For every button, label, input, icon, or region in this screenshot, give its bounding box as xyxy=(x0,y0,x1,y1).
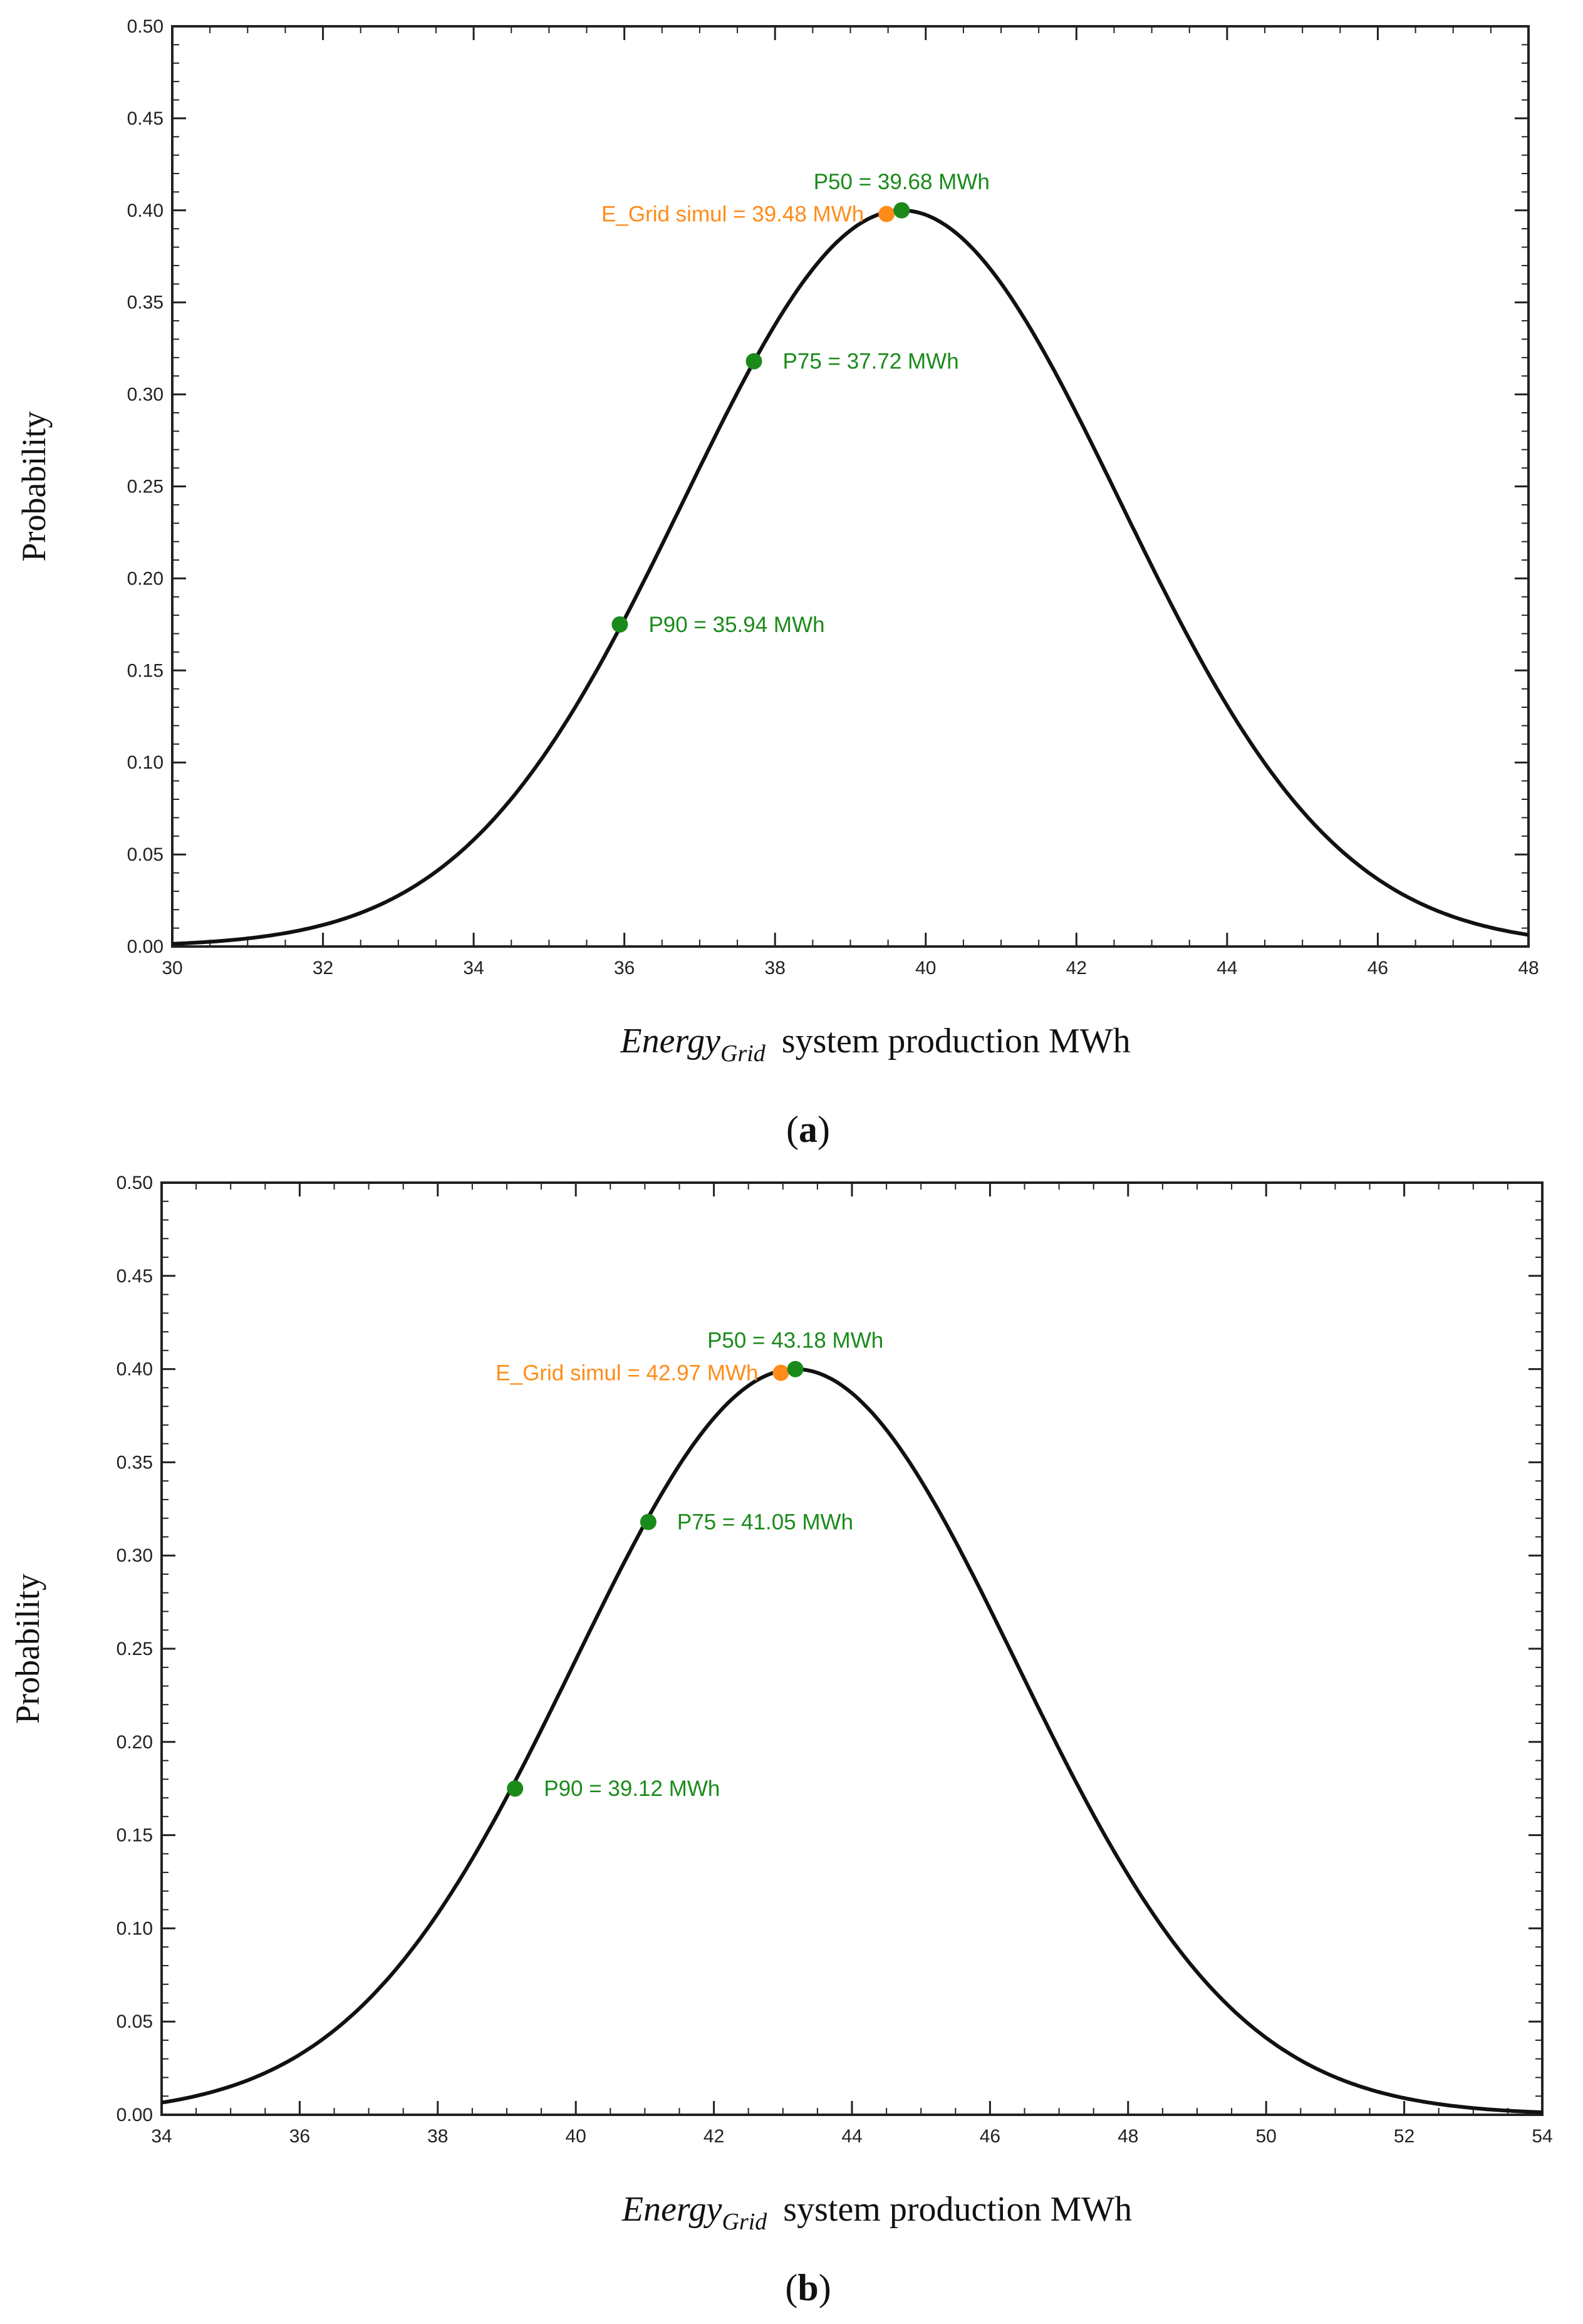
panel-a: 0.00 0.05 0.10 0.15 0.20 0.25 0.30 0.35 0.40 0.45… xyxy=(15,16,1539,1150)
x-tick-label: 32 xyxy=(313,958,333,978)
y-axis-title: Probability xyxy=(15,412,53,562)
x-axis-title-rest: system production MWh xyxy=(783,2190,1132,2229)
x-axis-title-rest: system production MWh xyxy=(782,1022,1131,1061)
y-tick-label: 0.15 xyxy=(127,660,163,681)
x-tick-label: 44 xyxy=(1217,958,1237,978)
x-tick-label: 36 xyxy=(614,958,635,978)
distribution-curve xyxy=(161,1367,1543,2115)
y-tick-label: 0.40 xyxy=(117,1359,153,1380)
y-tick-label: 0.10 xyxy=(127,752,163,773)
y-tick-label: 0.20 xyxy=(117,1732,153,1753)
p90-label: P90 = 35.94 MWh xyxy=(648,613,824,637)
x-axis-title-energy: Energy xyxy=(620,1022,720,1061)
panel-b: 0.00 0.05 0.10 0.15 0.20 0.25 0.30 0.35 0.40 0.45… xyxy=(9,1173,1553,2308)
x-tick-label: 50 xyxy=(1256,2126,1277,2147)
x-tick-label: 42 xyxy=(1066,958,1087,978)
p90-point xyxy=(507,1780,524,1797)
y-tick-label: 0.45 xyxy=(117,1266,153,1287)
p50-point xyxy=(893,202,910,219)
x-axis-title: EnergyGrid system production MWh xyxy=(621,2190,1132,2235)
x-tick-label: 48 xyxy=(1118,2126,1138,2147)
x-tick-label: 30 xyxy=(162,958,182,978)
x-tick-label: 36 xyxy=(289,2126,310,2147)
plot-frame xyxy=(171,25,1530,948)
plot-frame xyxy=(160,1181,1544,2116)
e-grid-simul-point xyxy=(772,1364,789,1381)
y-tick-label: 0.45 xyxy=(127,108,163,129)
y-tick-label: 0.50 xyxy=(117,1173,153,1193)
x-axis-title-subscript: Grid xyxy=(720,1040,766,1067)
x-tick-label: 44 xyxy=(841,2126,862,2147)
x-tick-label: 38 xyxy=(427,2126,448,2147)
caption-letter: b xyxy=(797,2267,818,2308)
caption-close-paren: ) xyxy=(819,2267,831,2308)
p75-point xyxy=(640,1513,657,1530)
p50-label: P50 = 39.68 MWh xyxy=(814,170,990,194)
y-tick-label: 0.35 xyxy=(117,1452,153,1473)
y-tick-label: 0.00 xyxy=(117,2105,153,2125)
e-grid-simul-label: E_Grid simul = 39.48 MWh xyxy=(601,202,864,227)
panel-caption: (a) xyxy=(786,1109,830,1150)
y-tick-label: 0.05 xyxy=(117,2011,153,2032)
x-tick-label: 40 xyxy=(566,2126,586,2147)
p75-point xyxy=(745,353,762,370)
y-tick-label: 0.05 xyxy=(127,844,163,865)
x-tick-label: 38 xyxy=(765,958,786,978)
x-axis-title-energy: Energy xyxy=(621,2190,722,2229)
x-tick-label: 42 xyxy=(703,2126,724,2147)
p90-label: P90 = 39.12 MWh xyxy=(544,1777,720,1801)
y-tick-label: 0.30 xyxy=(117,1545,153,1566)
x-tick-label: 54 xyxy=(1532,2126,1552,2147)
y-axis-title: Probability xyxy=(9,1574,46,1724)
caption-letter: a xyxy=(799,1109,817,1150)
x-tick-label: 52 xyxy=(1394,2126,1414,2147)
x-tick-label: 46 xyxy=(1368,958,1388,978)
caption-open-paren: ( xyxy=(785,2267,797,2308)
y-tick-label: 0.10 xyxy=(117,1918,153,1939)
y-tick-label: 0.20 xyxy=(127,568,163,589)
y-tick-label: 0.25 xyxy=(127,477,163,497)
y-tick-label: 0.40 xyxy=(127,200,163,221)
e-grid-simul-label: E_Grid simul = 42.97 MWh xyxy=(496,1361,758,1386)
x-tick-label: 34 xyxy=(151,2126,172,2147)
p90-point xyxy=(611,616,628,633)
y-tick-label: 0.30 xyxy=(127,385,163,405)
y-tick-label: 0.25 xyxy=(117,1639,153,1659)
p75-label: P75 = 37.72 MWh xyxy=(783,350,959,374)
p50-point xyxy=(787,1361,804,1377)
x-axis-title-subscript: Grid xyxy=(722,2209,768,2235)
p75-label: P75 = 41.05 MWh xyxy=(677,1510,853,1535)
y-tick-label: 0.15 xyxy=(117,1825,153,1846)
y-tick-label: 0.00 xyxy=(127,936,163,957)
e-grid-simul-point xyxy=(878,205,895,222)
x-tick-label: 40 xyxy=(915,958,936,978)
x-tick-label: 48 xyxy=(1518,958,1539,978)
distribution-curve xyxy=(172,208,1529,946)
y-tick-label: 0.35 xyxy=(127,293,163,313)
x-tick-label: 46 xyxy=(980,2126,1000,2147)
x-tick-label: 34 xyxy=(463,958,484,978)
y-tick-label: 0.50 xyxy=(127,16,163,37)
p50-label: P50 = 43.18 MWh xyxy=(707,1329,883,1353)
x-axis-title: EnergyGrid system production MWh xyxy=(620,1022,1130,1067)
caption-open-paren: ( xyxy=(786,1109,799,1150)
panel-caption: (b) xyxy=(785,2267,831,2308)
caption-close-paren: ) xyxy=(817,1109,830,1150)
